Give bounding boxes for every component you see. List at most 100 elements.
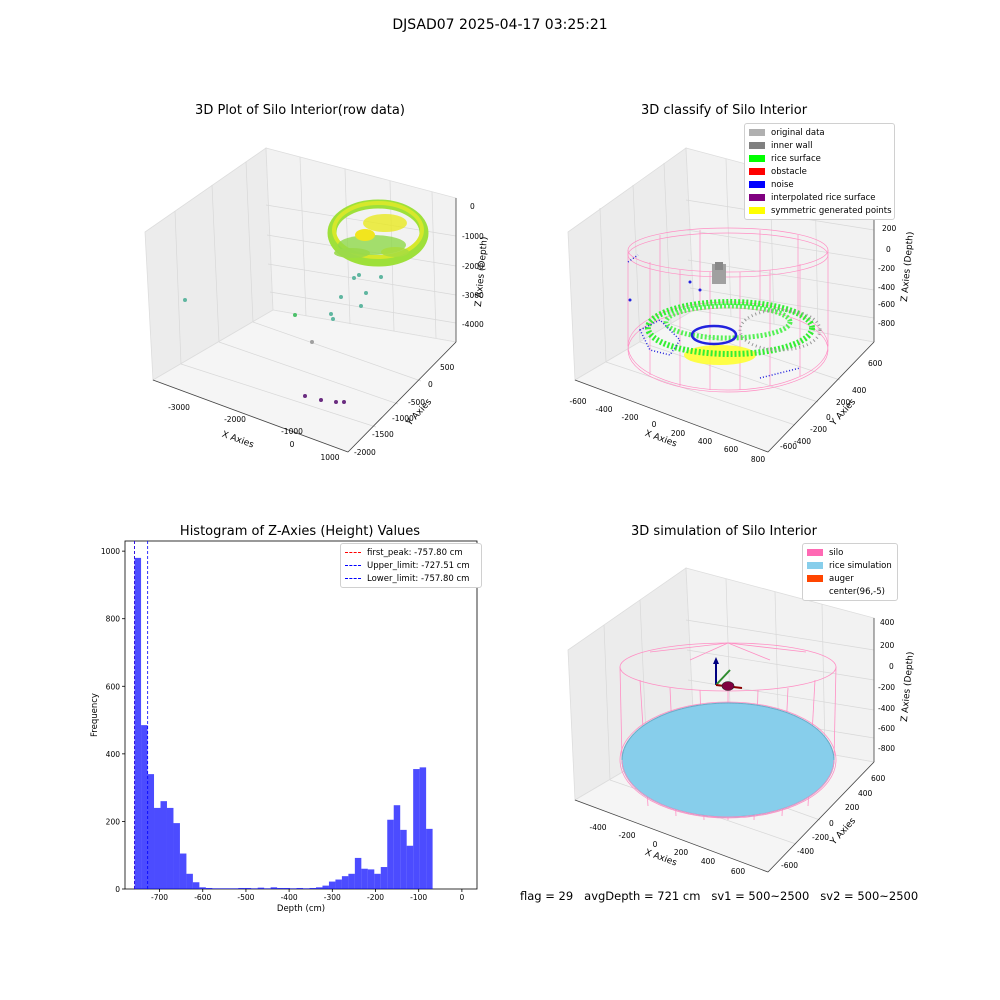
classify-z-ticks: 200 0 -200 -400 -600 -800 bbox=[878, 224, 897, 328]
svg-text:-2000: -2000 bbox=[462, 262, 484, 271]
histogram-bar bbox=[309, 887, 316, 889]
histogram-bar bbox=[374, 873, 381, 889]
histogram-legend: first_peak: -757.80 cm Upper_limit: -727… bbox=[340, 543, 482, 588]
svg-text:-1000: -1000 bbox=[392, 414, 414, 423]
histogram-ylabel: Frequency bbox=[90, 693, 100, 737]
histogram-bar bbox=[264, 888, 271, 889]
simulation-z-ticks: 400 200 0 -200 -400 -600 -800 bbox=[878, 618, 895, 753]
histogram-bar bbox=[400, 829, 407, 889]
y-tick-label: 200 bbox=[106, 817, 121, 826]
sv1-value: sv1 = 500~2500 bbox=[711, 889, 810, 903]
legend-item-silo: silo bbox=[807, 546, 893, 559]
histogram-bar bbox=[367, 869, 375, 889]
histogram-bar bbox=[244, 887, 252, 889]
svg-text:0: 0 bbox=[829, 819, 834, 828]
histogram-bar bbox=[283, 887, 291, 889]
x-tick-label: -500 bbox=[237, 893, 254, 902]
histogram-bar bbox=[387, 819, 394, 889]
histogram-bar bbox=[393, 805, 401, 889]
legend-item-auger: auger bbox=[807, 572, 893, 585]
y-tick-label: 0 bbox=[115, 885, 120, 894]
histogram-bar bbox=[290, 888, 297, 889]
svg-text:-200: -200 bbox=[812, 833, 829, 842]
svg-text:400: 400 bbox=[701, 857, 716, 866]
svg-text:600: 600 bbox=[724, 445, 739, 454]
histogram-bar bbox=[257, 887, 265, 889]
svg-text:600: 600 bbox=[871, 774, 886, 783]
x-tick-label: -300 bbox=[324, 893, 341, 902]
histogram-bar bbox=[270, 887, 278, 889]
svg-text:400: 400 bbox=[880, 618, 895, 627]
classify-point-clouds bbox=[627, 254, 822, 379]
histogram-y-ticks: 0 200 400 600 800 1000 bbox=[101, 547, 125, 894]
histogram-bar bbox=[134, 557, 142, 889]
histogram-bar bbox=[238, 887, 245, 889]
histogram-bar bbox=[205, 887, 213, 889]
histogram-x-ticks: -700 -600 -500 -400 -300 -200 -100 0 bbox=[151, 889, 464, 902]
svg-text:200: 200 bbox=[671, 429, 686, 438]
histogram-bar bbox=[380, 867, 388, 889]
svg-text:0: 0 bbox=[428, 380, 433, 389]
svg-text:-2000: -2000 bbox=[354, 448, 376, 457]
simulation-plot-title: 3D simulation of Silo Interior bbox=[631, 524, 817, 539]
svg-text:-600: -600 bbox=[781, 861, 798, 870]
legend-item-interpolated: interpolated rice surface bbox=[749, 191, 890, 204]
x-tick-label: -400 bbox=[281, 893, 298, 902]
svg-text:-600: -600 bbox=[780, 442, 797, 451]
histogram-bar bbox=[160, 801, 167, 889]
svg-text:200: 200 bbox=[880, 641, 895, 650]
simulation-zlabel: Z Axies (Depth) bbox=[900, 651, 916, 722]
svg-text:0: 0 bbox=[290, 440, 295, 449]
legend-item-rice-surface: rice surface bbox=[749, 152, 890, 165]
svg-text:-600: -600 bbox=[569, 397, 586, 406]
histogram-bar bbox=[218, 888, 226, 889]
raw-plot-title: 3D Plot of Silo Interior(row data) bbox=[195, 103, 405, 118]
svg-text:400: 400 bbox=[698, 437, 713, 446]
histogram-title: Histogram of Z-Axies (Height) Values bbox=[179, 524, 421, 539]
svg-text:400: 400 bbox=[858, 789, 873, 798]
histogram-bar bbox=[186, 873, 193, 889]
svg-text:-2000: -2000 bbox=[224, 415, 246, 424]
histogram-bar bbox=[303, 888, 310, 889]
svg-text:600: 600 bbox=[868, 359, 883, 368]
svg-text:-1500: -1500 bbox=[372, 430, 394, 439]
histogram-bar bbox=[179, 853, 187, 889]
y-tick-label: 800 bbox=[106, 615, 121, 624]
histogram-bar bbox=[147, 774, 155, 889]
histogram-bar bbox=[361, 868, 368, 889]
histogram-bar bbox=[277, 887, 284, 889]
legend-item-center: center(96,-5) bbox=[807, 585, 893, 598]
histogram-bar bbox=[296, 887, 304, 889]
svg-text:-1000: -1000 bbox=[281, 427, 303, 436]
histogram-bar bbox=[192, 882, 200, 889]
svg-text:0: 0 bbox=[826, 413, 831, 422]
legend-item-inner-wall: inner wall bbox=[749, 139, 890, 152]
x-tick-label: -700 bbox=[151, 893, 168, 902]
x-tick-label: -100 bbox=[410, 893, 427, 902]
x-tick-label: -200 bbox=[367, 893, 384, 902]
histogram-bar bbox=[166, 807, 174, 889]
rice-simulation-surface bbox=[621, 702, 835, 818]
svg-text:0: 0 bbox=[470, 202, 475, 211]
svg-text:-4000: -4000 bbox=[462, 320, 484, 329]
histogram-bar bbox=[199, 887, 206, 889]
histogram-bar bbox=[315, 887, 323, 889]
svg-text:-500: -500 bbox=[408, 398, 425, 407]
simulation-y-ticks: 600 400 200 0 -200 -400 -600 bbox=[781, 774, 886, 870]
sv2-value: sv2 = 500~2500 bbox=[820, 889, 919, 903]
simulation-silo-front bbox=[621, 759, 835, 818]
classify-plot-title: 3D classify of Silo Interior bbox=[640, 103, 808, 118]
svg-text:-400: -400 bbox=[589, 823, 606, 832]
legend-item-original-data: original data bbox=[749, 126, 890, 139]
histogram-bar bbox=[173, 823, 180, 889]
legend-item-first-peak: first_peak: -757.80 cm bbox=[345, 546, 477, 559]
svg-text:600: 600 bbox=[731, 867, 746, 876]
svg-text:200: 200 bbox=[836, 398, 851, 407]
svg-text:-800: -800 bbox=[878, 744, 895, 753]
svg-text:500: 500 bbox=[440, 363, 455, 372]
histogram-bar bbox=[225, 888, 232, 889]
simulation-x-ticks: -400 -200 0 200 400 600 bbox=[589, 823, 745, 876]
